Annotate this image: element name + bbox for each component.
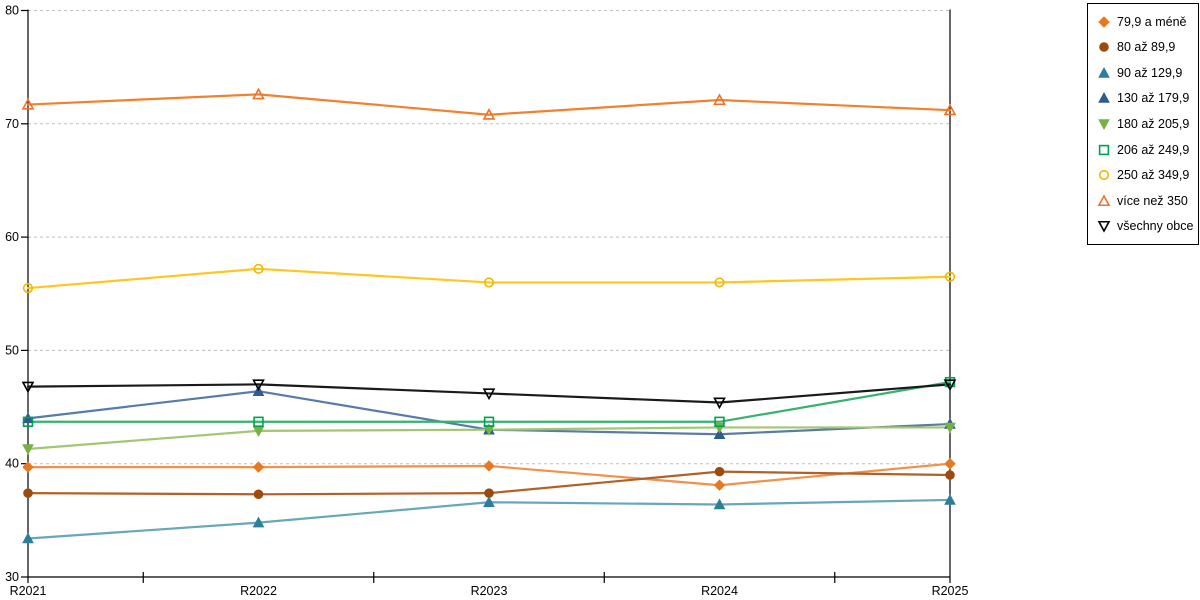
legend-item: 79,9 a méně (1097, 15, 1196, 29)
square-marker-icon (1098, 144, 1110, 155)
svg-text:70: 70 (5, 117, 19, 131)
triangle-up-marker-icon (1098, 66, 1110, 78)
legend-item: 130 až 179,9 (1097, 91, 1196, 105)
legend-item: 180 až 205,9 (1097, 117, 1196, 131)
diamond-marker-icon (1098, 16, 1110, 28)
circle-marker-icon (1099, 42, 1109, 53)
svg-text:R2024: R2024 (701, 584, 738, 598)
legend-label: všechny obce (1117, 219, 1194, 234)
svg-text:R2021: R2021 (10, 584, 47, 598)
legend-label: 206 až 249,9 (1117, 142, 1190, 157)
legend-item: všechny obce (1097, 219, 1196, 233)
svg-text:R2023: R2023 (471, 584, 508, 598)
legend-item: 80 až 89,9 (1097, 40, 1196, 54)
legend-item: 90 až 129,9 (1097, 66, 1196, 80)
legend-label: 250 až 349,9 (1117, 168, 1190, 183)
legend-label: 80 až 89,9 (1117, 40, 1176, 55)
legend-label: více než 350 (1117, 193, 1188, 208)
svg-text:R2025: R2025 (932, 584, 969, 598)
legend-item: více než 350 (1097, 194, 1196, 208)
legend: 79,9 a méně 80 až 89,9 90 až 129,9 130 až 1… (1087, 3, 1199, 245)
legend-label: 180 až 205,9 (1117, 116, 1190, 131)
legend-item: 250 až 349,9 (1097, 168, 1196, 182)
svg-text:30: 30 (5, 570, 19, 584)
legend-label: 90 až 129,9 (1117, 65, 1183, 80)
triangle-up-marker-icon (1097, 193, 1111, 206)
svg-text:60: 60 (5, 230, 19, 244)
svg-text:50: 50 (5, 343, 19, 357)
circle-marker-icon (1098, 169, 1110, 181)
triangle-down-marker-icon (1097, 221, 1111, 233)
legend-label: 130 až 179,9 (1117, 91, 1190, 106)
svg-text:R2022: R2022 (240, 584, 277, 598)
triangle-down-marker-icon (1098, 119, 1110, 131)
legend-label: 79,9 a méně (1117, 14, 1187, 29)
svg-text:80: 80 (5, 4, 19, 18)
triangle-up-marker-icon (1098, 92, 1110, 104)
legend-item: 206 až 249,9 (1097, 143, 1196, 157)
svg-text:40: 40 (5, 457, 19, 471)
